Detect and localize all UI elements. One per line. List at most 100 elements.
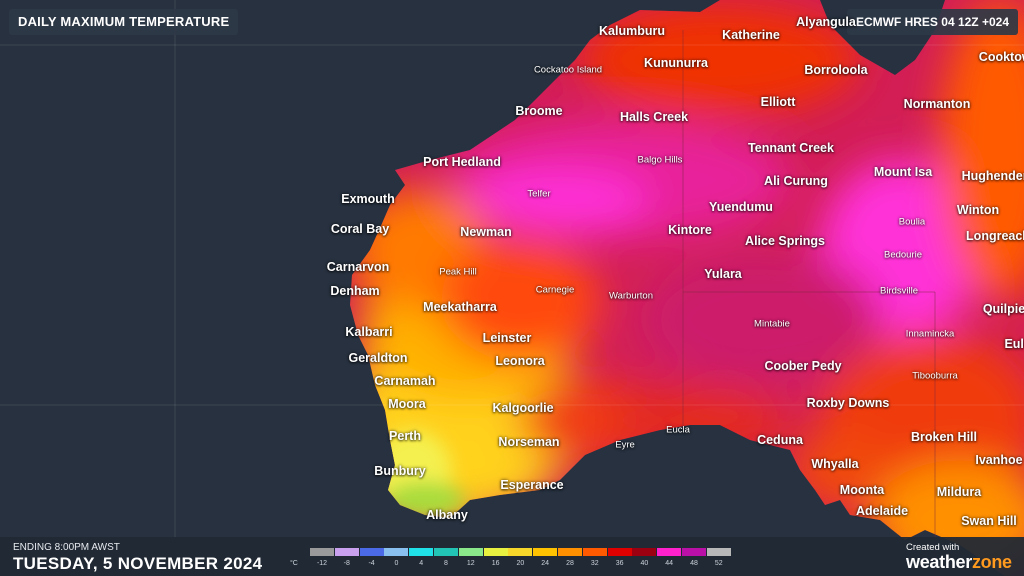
place-label-normanton: Normanton bbox=[903, 97, 971, 111]
place-label-ivanhoe: Ivanhoe bbox=[975, 453, 1023, 467]
place-label-broome: Broome bbox=[515, 104, 563, 118]
place-label-kalbarri: Kalbarri bbox=[345, 325, 393, 339]
weatherzone-logo: weatherzone bbox=[906, 552, 1012, 573]
legend-tick-label: 16 bbox=[491, 560, 500, 567]
place-label-alyangula: Alyangula bbox=[796, 15, 856, 29]
legend-swatch bbox=[359, 548, 384, 556]
place-label-coral-bay: Coral Bay bbox=[330, 222, 390, 236]
place-label-boulia: Boulia bbox=[898, 216, 926, 228]
legend-unit: °C bbox=[290, 560, 298, 567]
place-label-carnegie: Carnegie bbox=[535, 284, 575, 296]
place-label-balgo-hills: Balgo Hills bbox=[637, 154, 683, 166]
created-with-label: Created with bbox=[906, 542, 960, 553]
place-label-mintabie: Mintabie bbox=[754, 318, 790, 330]
place-label-longreach: Longreach bbox=[966, 229, 1024, 243]
place-label-eulo: Eulo bbox=[1004, 337, 1024, 351]
place-label-leinster: Leinster bbox=[482, 331, 532, 345]
place-label-kununurra: Kununurra bbox=[644, 56, 708, 70]
legend-tick-label: 52 bbox=[714, 560, 723, 567]
place-label-roxby-downs: Roxby Downs bbox=[806, 396, 890, 410]
place-label-hughenden: Hughenden bbox=[961, 169, 1024, 183]
place-label-leonora: Leonora bbox=[495, 354, 545, 368]
legend-tick-label: 8 bbox=[444, 560, 448, 567]
place-label-albany: Albany bbox=[426, 508, 468, 522]
place-label-ali-curung: Ali Curung bbox=[764, 174, 828, 188]
place-label-yulara: Yulara bbox=[704, 267, 742, 281]
legend-swatch bbox=[384, 548, 409, 556]
legend-tick-label: -4 bbox=[368, 560, 375, 567]
legend-swatch bbox=[582, 548, 607, 556]
legend-swatch bbox=[558, 548, 582, 556]
place-label-winton: Winton bbox=[956, 203, 1000, 217]
place-label-birdsville: Birdsville bbox=[879, 285, 919, 297]
legend-tick-label: 36 bbox=[615, 560, 624, 567]
legend-swatch bbox=[310, 548, 334, 556]
legend-swatch bbox=[434, 548, 458, 556]
legend-tick-label: 4 bbox=[419, 560, 424, 567]
brand-accent: zone bbox=[971, 552, 1012, 572]
place-label-bedourie: Bedourie bbox=[883, 249, 923, 261]
legend-swatch bbox=[682, 548, 706, 556]
place-label-coober-pedy: Coober Pedy bbox=[764, 359, 842, 373]
place-label-eucla: Eucla bbox=[666, 424, 690, 436]
place-label-port-hedland: Port Hedland bbox=[423, 155, 501, 169]
legend-swatch bbox=[483, 548, 508, 556]
legend-tick-label: 40 bbox=[640, 560, 649, 567]
place-label-newman: Newman bbox=[460, 225, 512, 239]
place-label-warburton: Warburton bbox=[609, 290, 653, 302]
place-label-carnamah: Carnamah bbox=[374, 374, 436, 388]
place-label-ceduna: Ceduna bbox=[757, 433, 803, 447]
place-label-meekatharra: Meekatharra bbox=[423, 300, 497, 314]
legend-swatch bbox=[508, 548, 533, 556]
legend-swatch bbox=[334, 548, 359, 556]
place-label-katherine: Katherine bbox=[722, 28, 780, 42]
place-label-mildura: Mildura bbox=[936, 485, 982, 499]
place-label-carnarvon: Carnarvon bbox=[326, 260, 390, 274]
place-label-halls-creek: Halls Creek bbox=[619, 110, 689, 124]
place-label-kintore: Kintore bbox=[668, 223, 712, 237]
legend-swatch bbox=[706, 548, 731, 556]
place-label-moonta: Moonta bbox=[839, 483, 885, 497]
place-label-mount-isa: Mount Isa bbox=[873, 165, 933, 179]
place-label-quilpie: Quilpie bbox=[982, 302, 1024, 316]
legend-swatch bbox=[657, 548, 682, 556]
place-label-swan-hill: Swan Hill bbox=[961, 514, 1017, 528]
place-label-kalgoorlie: Kalgoorlie bbox=[492, 401, 554, 415]
legend-tick-label: 32 bbox=[590, 560, 599, 567]
legend-tick-label: 0 bbox=[394, 560, 399, 567]
place-label-cooktown: Cooktown bbox=[978, 50, 1024, 64]
legend-swatch bbox=[533, 548, 558, 556]
place-label-tibooburra: Tibooburra bbox=[912, 370, 958, 382]
place-label-perth: Perth bbox=[389, 429, 421, 443]
brand-main: weather bbox=[906, 552, 972, 572]
legend-swatch bbox=[409, 548, 434, 556]
place-label-exmouth: Exmouth bbox=[341, 192, 395, 206]
legend-tick-label: 12 bbox=[466, 560, 475, 567]
footer-bar: ENDING 8:00PM AWST TUESDAY, 5 NOVEMBER 2… bbox=[0, 537, 1024, 576]
place-label-tennant-creek: Tennant Creek bbox=[748, 141, 834, 155]
legend-swatch bbox=[458, 548, 483, 556]
place-label-adelaide: Adelaide bbox=[855, 504, 909, 518]
legend-swatch bbox=[632, 548, 657, 556]
forecast-date: TUESDAY, 5 NOVEMBER 2024 bbox=[13, 554, 263, 573]
legend-swatch bbox=[607, 548, 632, 556]
place-label-norseman: Norseman bbox=[498, 435, 560, 449]
place-label-bunbury: Bunbury bbox=[374, 464, 426, 478]
legend-tick-label: -8 bbox=[343, 560, 350, 567]
legend-tick-label: 44 bbox=[665, 560, 674, 567]
legend-tick-label: 28 bbox=[566, 560, 574, 567]
legend-tick-label: 48 bbox=[690, 560, 698, 567]
place-label-broken-hill: Broken Hill bbox=[911, 430, 977, 444]
legend-tick-label: 24 bbox=[541, 560, 550, 567]
place-label-denham: Denham bbox=[330, 284, 380, 298]
place-label-moora: Moora bbox=[388, 397, 426, 411]
place-label-alice-springs: Alice Springs bbox=[745, 234, 825, 248]
place-label-innamincka: Innamincka bbox=[905, 328, 955, 340]
legend-tick-label: -12 bbox=[316, 560, 328, 567]
place-label-cockatoo-island: Cockatoo Island bbox=[533, 64, 603, 76]
place-label-elliott: Elliott bbox=[760, 95, 796, 109]
map-title: DAILY MAXIMUM TEMPERATURE bbox=[9, 9, 239, 35]
place-label-eyre: Eyre bbox=[615, 439, 635, 451]
